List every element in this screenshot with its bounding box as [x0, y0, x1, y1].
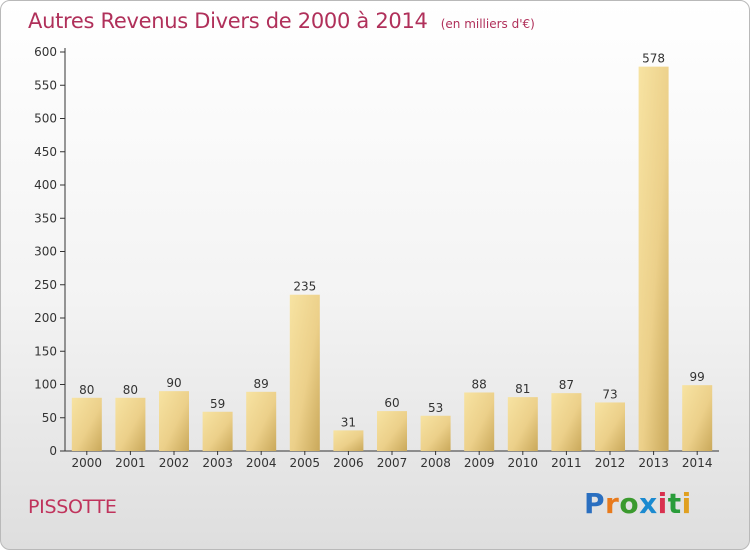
bar-value-label: 99 — [690, 370, 705, 384]
bar-value-label: 60 — [384, 396, 399, 410]
commune-name: PISSOTTE — [28, 496, 117, 518]
y-tick-label: 0 — [49, 444, 57, 458]
bar — [682, 385, 713, 451]
bar-value-label: 81 — [515, 382, 530, 396]
bar — [333, 430, 364, 451]
bar-value-label: 88 — [472, 377, 487, 391]
x-tick-label: 2006 — [333, 456, 364, 470]
x-tick-label: 2005 — [290, 456, 321, 470]
bar — [246, 391, 277, 451]
y-tick-label: 250 — [34, 278, 57, 292]
bar-value-label: 80 — [79, 383, 94, 397]
x-tick-label: 2010 — [508, 456, 539, 470]
x-tick-label: 2009 — [464, 456, 495, 470]
logo-letter: r — [605, 487, 620, 520]
bar-value-label: 235 — [293, 280, 316, 294]
x-tick-label: 2001 — [115, 456, 146, 470]
bar — [638, 66, 669, 451]
bar — [595, 402, 625, 451]
y-tick-label: 500 — [34, 112, 57, 126]
x-tick-label: 2004 — [246, 456, 277, 470]
x-tick-label: 2000 — [72, 456, 103, 470]
y-tick-label: 150 — [34, 344, 57, 358]
logo-letter: o — [619, 487, 640, 520]
chart-title: Autres Revenus Divers de 2000 à 2014 (en… — [28, 9, 535, 33]
x-tick-label: 2013 — [638, 456, 669, 470]
bar — [115, 397, 146, 451]
bar — [71, 397, 102, 451]
bar — [202, 411, 233, 451]
x-tick-label: 2012 — [595, 456, 626, 470]
bar — [464, 392, 495, 451]
logo-letter: i — [681, 487, 692, 520]
x-tick-label: 2002 — [159, 456, 190, 470]
bar — [289, 294, 320, 451]
y-tick-label: 300 — [34, 245, 57, 259]
bar-value-label: 578 — [642, 52, 665, 66]
logo-letter: x — [639, 487, 658, 520]
chart-title-main: Autres Revenus Divers de 2000 à 2014 — [28, 9, 428, 33]
bar-value-label: 53 — [428, 401, 443, 415]
y-tick-label: 100 — [34, 378, 57, 392]
bar-value-label: 31 — [341, 415, 356, 429]
bar-value-label: 87 — [559, 378, 574, 392]
bar-value-label: 73 — [602, 387, 617, 401]
y-tick-label: 200 — [34, 311, 57, 325]
y-tick-label: 350 — [34, 211, 57, 225]
x-tick-label: 2007 — [377, 456, 408, 470]
bar-value-label: 89 — [254, 377, 269, 391]
logo-letter: t — [667, 487, 682, 520]
x-tick-label: 2008 — [420, 456, 451, 470]
bar — [420, 415, 451, 451]
proxiti-logo: Proxiti — [584, 487, 692, 520]
y-tick-label: 600 — [34, 45, 57, 59]
bar — [159, 391, 189, 451]
bar-value-label: 80 — [123, 383, 138, 397]
x-tick-label: 2011 — [551, 456, 582, 470]
logo-letter: P — [584, 487, 606, 520]
bar — [507, 397, 538, 451]
logo-letter: i — [657, 487, 668, 520]
y-tick-label: 450 — [34, 145, 57, 159]
y-tick-label: 550 — [34, 78, 57, 92]
y-tick-label: 50 — [42, 411, 57, 425]
y-tick-label: 400 — [34, 178, 57, 192]
bar — [377, 411, 407, 451]
bar-value-label: 90 — [166, 376, 181, 390]
bar — [551, 393, 582, 451]
chart-title-unit: (en milliers d'€) — [440, 17, 535, 31]
x-tick-label: 2003 — [202, 456, 233, 470]
bar-value-label: 59 — [210, 397, 225, 411]
x-tick-label: 2014 — [682, 456, 713, 470]
